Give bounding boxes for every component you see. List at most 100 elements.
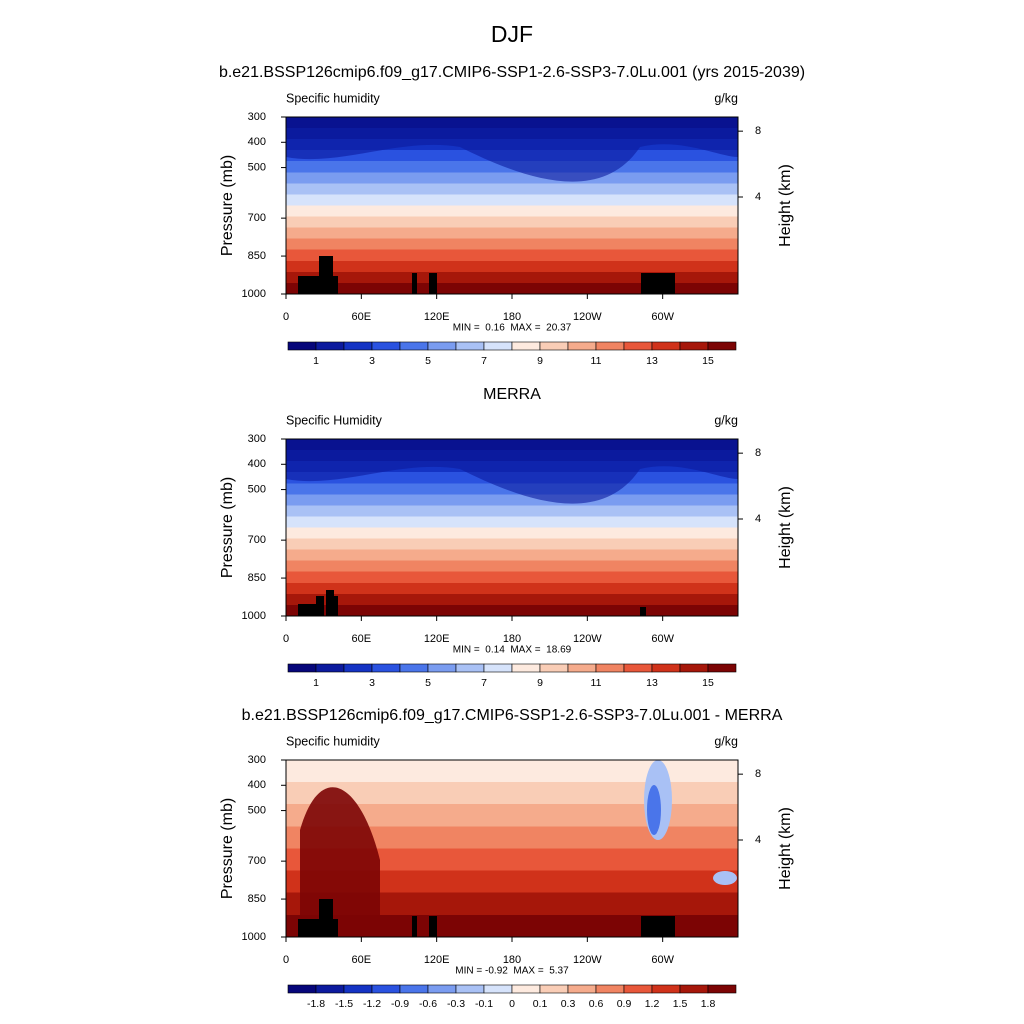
right-label: g/kg [714,413,738,427]
topography [429,916,437,937]
y-tick-label: 850 [248,250,266,262]
colorbar-box [455,341,485,351]
x-tick-label: 120W [573,311,602,323]
colorbar-label: 0.1 [533,998,548,1010]
y-tick-label: 500 [248,161,266,173]
contour-blob [647,785,661,835]
colorbar-label: 11 [591,355,602,367]
colorbar-box [399,663,429,673]
topography [319,899,333,937]
colorbar-label: 15 [702,355,714,367]
colorbar-box [651,341,681,351]
colorbar-box [427,341,457,351]
colorbar-label: 0 [509,998,515,1010]
colorbar-box [567,984,597,994]
topography [640,607,646,616]
x-tick-label: 120E [424,954,450,966]
colorbar-label: 13 [646,677,658,689]
right-label: g/kg [714,91,738,105]
y-tick-label: 400 [248,136,266,148]
colorbar-label: 15 [702,677,714,689]
y-tick-label: 500 [248,483,266,495]
colorbar-box [539,341,569,351]
colorbar-box [651,663,681,673]
x-tick-label: 60E [352,954,372,966]
panel-title: b.e21.BSSP126cmip6.f09_g17.CMIP6-SSP1-2.… [242,707,783,724]
colorbar-box [343,663,373,673]
colorbar-box [707,663,737,673]
colorbar-box [511,341,541,351]
colorbar-box [511,984,541,994]
colorbar-label: -0.3 [447,998,465,1010]
y-tick-label: 300 [248,754,266,766]
y-tick-label: 850 [248,572,266,584]
colorbar-box [315,984,345,994]
y-tick-label: 850 [248,893,266,905]
contour-blob [713,871,737,885]
topography [326,590,334,616]
colorbar-box [679,984,709,994]
topography [298,604,316,616]
x-tick-label: 0 [283,311,289,323]
left-label: Specific humidity [286,91,381,105]
colorbar-box [399,341,429,351]
colorbar-box [539,663,569,673]
x-tick-label: 60E [352,633,372,645]
topography [641,916,675,937]
y2-tick-label: 8 [755,125,761,137]
y-axis-label: Pressure (mb) [219,798,236,899]
colorbar-label: 0.9 [617,998,632,1010]
topography [412,273,417,294]
y-tick-label: 700 [248,855,266,867]
panel-title: b.e21.BSSP126cmip6.f09_g17.CMIP6-SSP1-2.… [219,64,805,81]
colorbar-box [287,341,317,351]
x-tick-label: 60W [651,954,674,966]
x-tick-label: 60E [352,311,372,323]
colorbar-box [371,341,401,351]
colorbar-box [483,984,513,994]
x-tick-label: 120W [573,954,602,966]
colorbar-box [679,341,709,351]
topography [316,596,324,616]
stats-label: MIN = -0.92 MAX = 5.37 [455,966,569,977]
y-tick-label: 400 [248,779,266,791]
colorbar-label: 1 [313,355,319,367]
colorbar-box [427,663,457,673]
colorbar-label: -1.2 [363,998,381,1010]
colorbar-box [623,984,653,994]
left-label: Specific Humidity [286,413,383,427]
colorbar-box [315,341,345,351]
colorbar-label: -0.6 [419,998,437,1010]
colorbar-label: 13 [646,355,658,367]
y-axis-label: Pressure (mb) [219,477,236,578]
y-axis-label: Pressure (mb) [219,155,236,256]
y-tick-label: 500 [248,804,266,816]
y2-tick-label: 8 [755,768,761,780]
topography [319,256,333,294]
panel: b.e21.BSSP126cmip6.f09_g17.CMIP6-SSP1-2.… [219,64,805,367]
y2-axis-label: Height (km) [777,486,794,569]
figure-title: DJF [491,21,533,47]
colorbar-box [343,984,373,994]
colorbar-label: -1.8 [307,998,325,1010]
colorbar-box [679,663,709,673]
colorbar-box [623,341,653,351]
colorbar-label: 5 [425,355,431,367]
y-tick-label: 300 [248,433,266,445]
colorbar-box [455,984,485,994]
y-tick-label: 1000 [242,610,266,622]
x-tick-label: 0 [283,633,289,645]
x-tick-label: 120E [424,633,450,645]
y2-tick-label: 4 [755,191,761,203]
y-tick-label: 700 [248,212,266,224]
colorbar-label: 9 [537,677,543,689]
left-label: Specific humidity [286,734,381,748]
colorbar-box [511,663,541,673]
contour-blob [300,787,380,936]
colorbar-label: 0.3 [561,998,576,1010]
colorbar-box [483,341,513,351]
colorbar-label: 11 [591,677,602,689]
x-tick-label: 180 [503,633,521,645]
